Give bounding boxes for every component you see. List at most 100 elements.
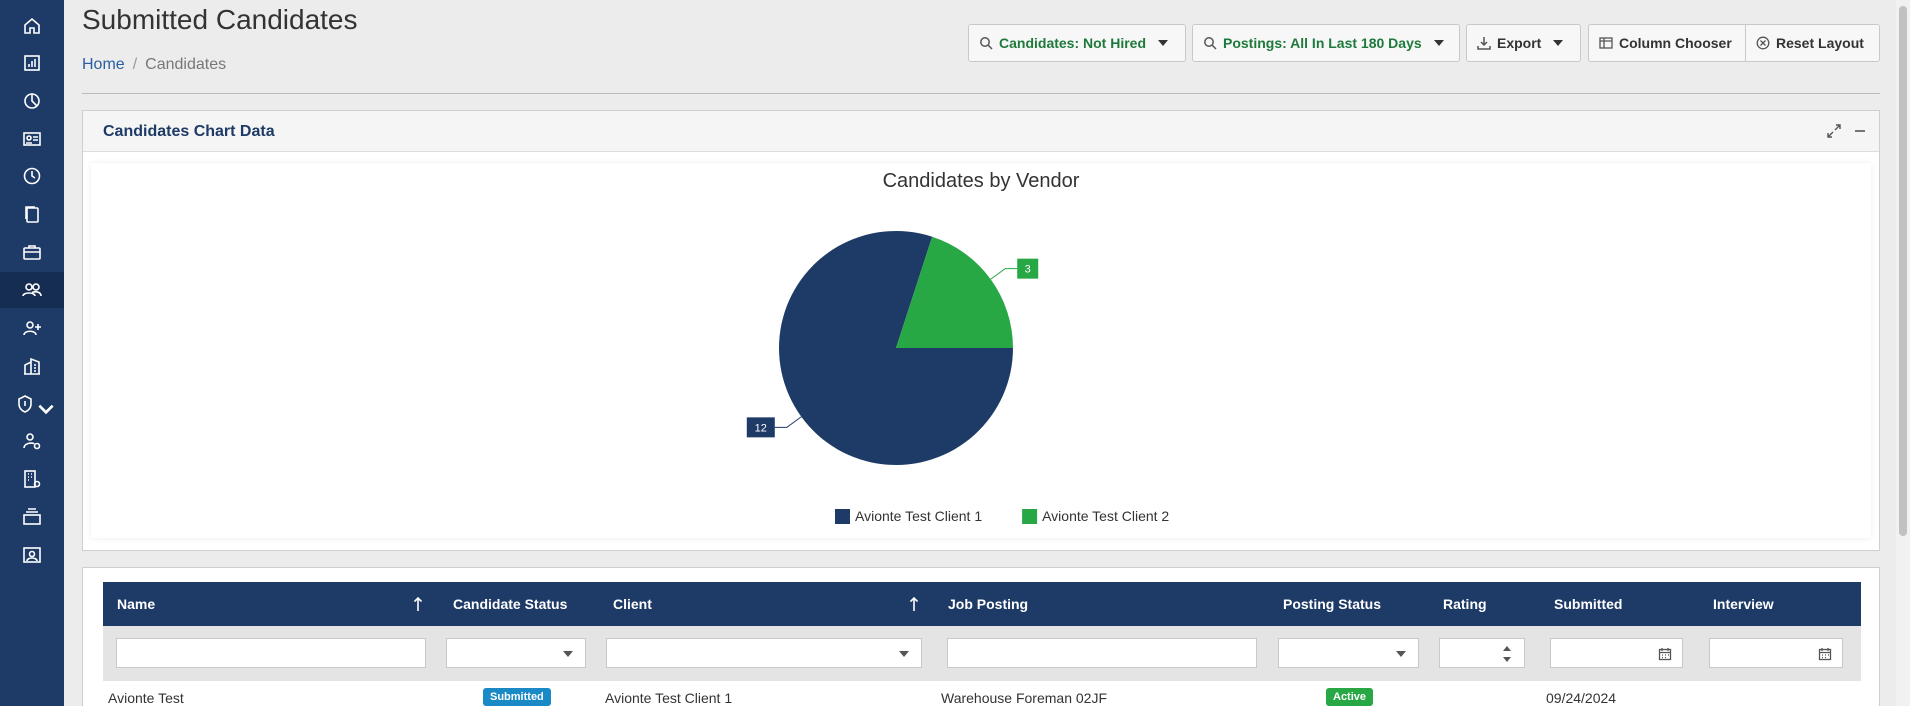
shield-icon xyxy=(18,395,32,413)
column-header-name[interactable]: Name xyxy=(117,596,156,612)
sidebar-item-time[interactable] xyxy=(0,158,64,194)
columns-icon xyxy=(1599,37,1613,49)
building-icon xyxy=(24,357,40,375)
page-scrollbar[interactable] xyxy=(1896,0,1910,706)
contact-card-icon xyxy=(23,547,41,563)
sidebar-item-home[interactable] xyxy=(0,8,64,44)
candidate-status-badge: Submitted xyxy=(483,688,551,706)
scrollbar-thumb[interactable] xyxy=(1899,6,1907,536)
home-icon xyxy=(24,17,40,34)
sidebar-item-contacts[interactable] xyxy=(0,537,64,573)
header-divider xyxy=(82,93,1880,94)
sidebar-item-building-settings[interactable] xyxy=(0,461,64,497)
column-header-client[interactable]: Client xyxy=(613,596,652,612)
chart-panel-header: Candidates Chart Data xyxy=(83,111,1879,152)
candidate-status-filter-select[interactable] xyxy=(446,638,586,668)
client-filter-select[interactable] xyxy=(606,638,922,668)
sort-ascending-icon[interactable] xyxy=(909,596,919,612)
panel-tools xyxy=(1825,122,1869,140)
briefcase-icon xyxy=(23,245,41,260)
table-row[interactable]: Avionte Test Submitted Avionte Test Clie… xyxy=(103,681,1861,706)
sidebar-item-documents[interactable] xyxy=(0,196,64,232)
sort-ascending-icon[interactable] xyxy=(413,596,423,612)
sidebar-item-analytics[interactable] xyxy=(0,83,64,119)
page-title: Submitted Candidates xyxy=(82,4,358,35)
id-card-icon xyxy=(23,132,41,146)
caret-down-icon xyxy=(1553,40,1564,46)
candidates-filter-button[interactable]: Candidates: Not Hired xyxy=(968,24,1186,62)
data-label-box-1 xyxy=(746,417,775,438)
job-posting-filter-input[interactable] xyxy=(947,638,1257,668)
add-user-icon xyxy=(23,321,41,336)
sidebar-item-reports[interactable] xyxy=(0,45,64,81)
sidebar-item-candidates[interactable] xyxy=(0,272,64,308)
sidebar-item-archive[interactable] xyxy=(0,499,64,535)
interview-date-filter[interactable] xyxy=(1709,638,1843,668)
cell-job-posting[interactable]: Warehouse Foreman 02JF xyxy=(941,690,1107,706)
reset-layout-button[interactable]: Reset Layout xyxy=(1745,24,1880,62)
chart-title: Candidates by Vendor xyxy=(883,170,1080,192)
candidates-grid-panel: Name Candidate Status Client Job Posting… xyxy=(82,567,1880,706)
legend-swatch-1[interactable] xyxy=(835,509,850,524)
spinner-arrows-icon[interactable] xyxy=(1502,643,1512,665)
export-label: Export xyxy=(1497,35,1542,51)
postings-filter-button[interactable]: Postings: All In Last 180 Days xyxy=(1192,24,1460,62)
submitted-date-filter[interactable] xyxy=(1550,638,1683,668)
data-label-leader-1 xyxy=(774,416,802,428)
cell-client[interactable]: Avionte Test Client 1 xyxy=(605,690,733,706)
dropdown-arrow-icon xyxy=(1396,651,1406,657)
name-filter-input[interactable] xyxy=(116,638,426,668)
collapse-icon[interactable] xyxy=(1851,122,1869,140)
sidebar-item-add-user[interactable] xyxy=(0,310,64,346)
sidebar-item-profiles[interactable] xyxy=(0,121,64,157)
reset-circle-icon xyxy=(1756,36,1770,50)
reset-layout-label: Reset Layout xyxy=(1776,35,1864,51)
posting-status-filter-select[interactable] xyxy=(1278,638,1419,668)
legend-swatch-2[interactable] xyxy=(1022,509,1038,524)
building-settings-icon xyxy=(24,470,41,488)
cell-name[interactable]: Avionte Test xyxy=(108,690,184,706)
calendar-icon[interactable] xyxy=(1658,647,1672,661)
search-icon xyxy=(980,37,993,50)
data-label-2: 3 xyxy=(1025,264,1031,276)
column-header-interview[interactable]: Interview xyxy=(1713,596,1774,612)
chart-panel-title: Candidates Chart Data xyxy=(103,123,275,140)
cell-submitted: 09/24/2024 xyxy=(1546,690,1617,706)
export-button[interactable]: Export xyxy=(1466,24,1581,62)
column-header-submitted[interactable]: Submitted xyxy=(1554,596,1623,612)
chevron-down-icon xyxy=(38,404,54,415)
chart-area: Candidates by Vendor 12 3 Avionte Test Cl… xyxy=(91,163,1871,538)
column-header-rating[interactable]: Rating xyxy=(1443,596,1487,612)
sidebar-nav xyxy=(0,0,64,706)
pie-slice-2[interactable] xyxy=(896,236,1013,348)
sidebar-item-user-settings[interactable] xyxy=(0,423,64,459)
users-icon xyxy=(22,283,42,297)
column-chooser-label: Column Chooser xyxy=(1619,35,1732,51)
column-header-posting-status[interactable]: Posting Status xyxy=(1283,596,1382,612)
breadcrumb: Home / Candidates xyxy=(82,56,226,74)
postings-filter-label: Postings: All In Last 180 Days xyxy=(1223,35,1422,51)
breadcrumb-current: Candidates xyxy=(145,56,227,73)
sidebar-item-jobs[interactable] xyxy=(0,234,64,270)
column-header-candidate-status[interactable]: Candidate Status xyxy=(453,596,568,612)
posting-status-badge: Active xyxy=(1326,688,1374,706)
breadcrumb-home-link[interactable]: Home xyxy=(82,56,125,73)
caret-down-icon xyxy=(1433,40,1444,46)
data-label-leader-2 xyxy=(990,268,1018,280)
sidebar-item-security[interactable] xyxy=(0,386,64,422)
legend-label-1[interactable]: Avionte Test Client 1 xyxy=(855,508,982,524)
pie-slice-1[interactable] xyxy=(779,231,1014,465)
calendar-icon[interactable] xyxy=(1818,647,1832,661)
column-header-job-posting[interactable]: Job Posting xyxy=(948,596,1029,612)
expand-icon[interactable] xyxy=(1825,122,1843,140)
candidates-filter-label: Candidates: Not Hired xyxy=(999,35,1147,51)
stack-icon xyxy=(23,508,41,525)
rating-filter-stepper[interactable] xyxy=(1439,638,1525,668)
column-chooser-button[interactable]: Column Chooser xyxy=(1588,24,1746,62)
dropdown-arrow-icon xyxy=(899,651,909,657)
sidebar-item-companies[interactable] xyxy=(0,348,64,384)
legend-label-2[interactable]: Avionte Test Client 2 xyxy=(1042,508,1169,524)
download-icon xyxy=(1477,37,1491,50)
user-settings-icon xyxy=(23,433,41,450)
report-icon xyxy=(24,55,40,71)
